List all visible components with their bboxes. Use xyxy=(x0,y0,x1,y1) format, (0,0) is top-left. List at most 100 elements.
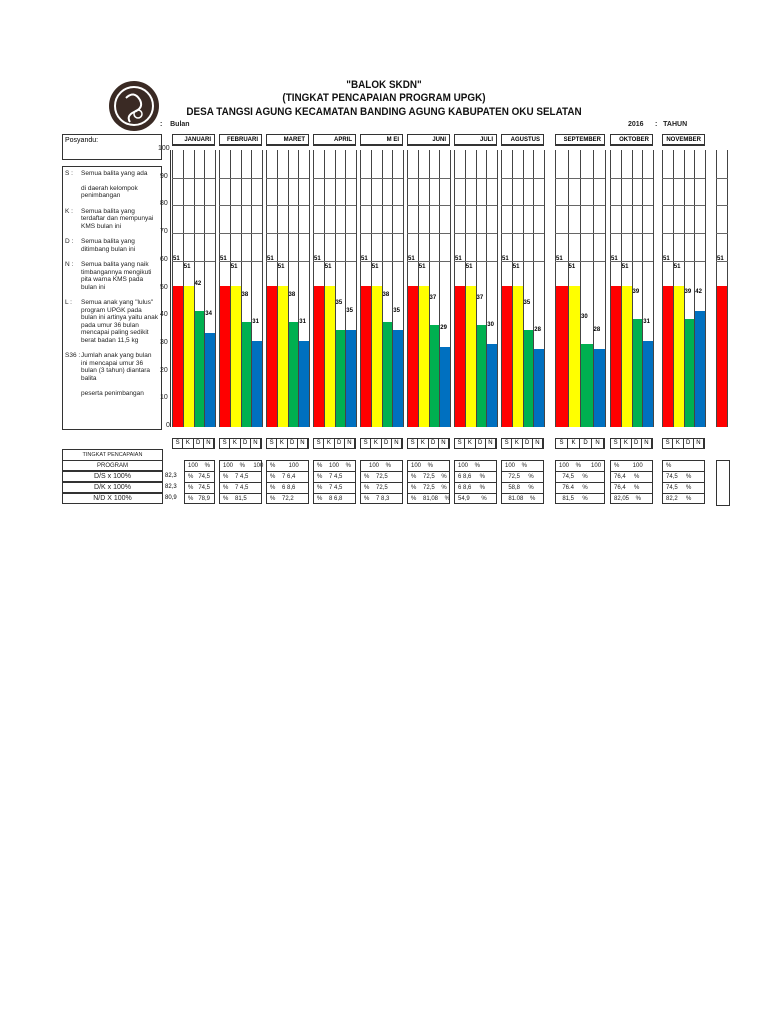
grid-line xyxy=(705,150,706,427)
table-cell: 100 % 100 xyxy=(219,460,263,471)
y-tick-label: 80 xyxy=(160,200,168,208)
table-cell: % xyxy=(662,460,705,471)
skdn-label: N xyxy=(204,439,214,448)
month-header: NOVEMBER xyxy=(662,134,705,146)
bar-N xyxy=(643,341,653,427)
grid-line xyxy=(620,150,622,427)
skdn-label: S xyxy=(173,439,184,448)
bulan-label: : Bulan xyxy=(160,121,190,128)
bar-label: 51 xyxy=(556,255,563,262)
bar-label: 35 xyxy=(523,300,531,307)
bar-label: 35 xyxy=(335,300,343,307)
bar-label: 51 xyxy=(314,255,321,262)
bar-label: 51 xyxy=(418,263,426,270)
grid-line xyxy=(392,150,394,427)
grid-line xyxy=(555,260,605,262)
table-cell: 82,3 xyxy=(165,473,177,479)
grid-line xyxy=(555,233,605,235)
skdn-label: N xyxy=(298,439,308,448)
table-cell: 6 8,6 % xyxy=(454,471,497,482)
table-cell: % 72,2 xyxy=(266,493,309,504)
grid-line xyxy=(313,233,356,235)
bar-S xyxy=(267,285,277,427)
skdn-label: K xyxy=(568,439,580,448)
grid-line xyxy=(428,150,430,427)
grid-line xyxy=(266,205,309,207)
bar-label: 28 xyxy=(534,327,541,334)
bar-N xyxy=(393,330,403,427)
skdn-label: D xyxy=(476,439,486,448)
legend-text: Semua balita yang ada xyxy=(81,170,148,177)
y-axis xyxy=(170,150,171,427)
grid-line xyxy=(694,150,696,427)
grid-line xyxy=(356,150,357,427)
y-tick-label: 50 xyxy=(160,283,168,291)
skdn-label: K xyxy=(673,439,684,448)
table-cell: 76,4 % xyxy=(610,482,653,493)
grid-line xyxy=(486,150,488,427)
table-cell: % 7 8,3 xyxy=(360,493,403,504)
table-cell: 74,5 % xyxy=(555,471,605,482)
bar-label: 51 xyxy=(220,255,227,262)
bar-label: 51 xyxy=(673,263,681,270)
table-cell: 100 % 100 xyxy=(555,460,605,471)
table-cell: % 72,5 xyxy=(360,471,403,482)
grid-line xyxy=(360,233,403,235)
month-header: M EI xyxy=(360,134,403,146)
legend-item: N : Semua balita yang naik timbangannya m… xyxy=(65,261,159,291)
skdn-label: N xyxy=(694,439,704,448)
bar-label: 51 xyxy=(568,263,576,270)
grid-line xyxy=(276,150,278,427)
legend-key xyxy=(65,390,81,398)
bar-S xyxy=(220,285,230,427)
bar-D xyxy=(476,324,487,427)
grid-line xyxy=(287,150,289,427)
grid-line xyxy=(313,205,356,207)
skdn-label: S xyxy=(220,439,231,448)
table-cell: % 100 % xyxy=(313,460,356,471)
grid-line xyxy=(716,150,717,427)
bar-D xyxy=(523,330,534,427)
grid-line xyxy=(662,177,705,179)
grid-line xyxy=(501,233,544,235)
grid-line xyxy=(653,150,654,427)
bar-label: 42 xyxy=(194,280,202,287)
grid-line xyxy=(454,177,497,179)
table-cell: 81,5 % xyxy=(555,493,605,504)
table-cell: 54,9 % xyxy=(454,493,497,504)
table-cell: % 81,5 xyxy=(219,493,262,504)
legend-text: di daerah kelompok penimbangan xyxy=(81,184,138,200)
grid-line xyxy=(454,150,455,427)
month-header: AGUSTUS xyxy=(501,134,544,146)
skdn-label: N xyxy=(592,439,604,448)
bar-D xyxy=(288,321,299,427)
bar-label: 51 xyxy=(455,255,462,262)
skdn-label: S xyxy=(408,439,419,448)
month-header: SEPTEMBER xyxy=(555,134,605,146)
legend-key: K : xyxy=(65,207,73,215)
bar-K xyxy=(230,285,241,427)
grid-line xyxy=(219,260,262,262)
bar-label: 51 xyxy=(173,255,180,262)
table-cell: % 100 xyxy=(266,460,309,471)
grid-line xyxy=(172,177,215,179)
grid-line xyxy=(511,150,513,427)
bar-label: 51 xyxy=(408,255,415,262)
legend-key xyxy=(65,185,81,200)
bar-label: 51 xyxy=(611,255,618,262)
legend-key: S : xyxy=(65,170,73,177)
grid-line xyxy=(642,150,644,427)
table-cell: 82,3 xyxy=(165,484,177,490)
table-cell: % 7 4,5 xyxy=(313,471,356,482)
grid-line xyxy=(407,233,450,235)
bar-label: 42 xyxy=(695,288,702,295)
grid-line xyxy=(592,150,594,427)
legend-item: di daerah kelompok penimbangan xyxy=(65,185,159,200)
table-cell: % 7 4,5 xyxy=(219,482,262,493)
bar-K xyxy=(371,285,382,427)
grid-line xyxy=(251,150,253,427)
bar-K xyxy=(277,285,288,427)
table-cell: 100 % xyxy=(407,460,450,471)
